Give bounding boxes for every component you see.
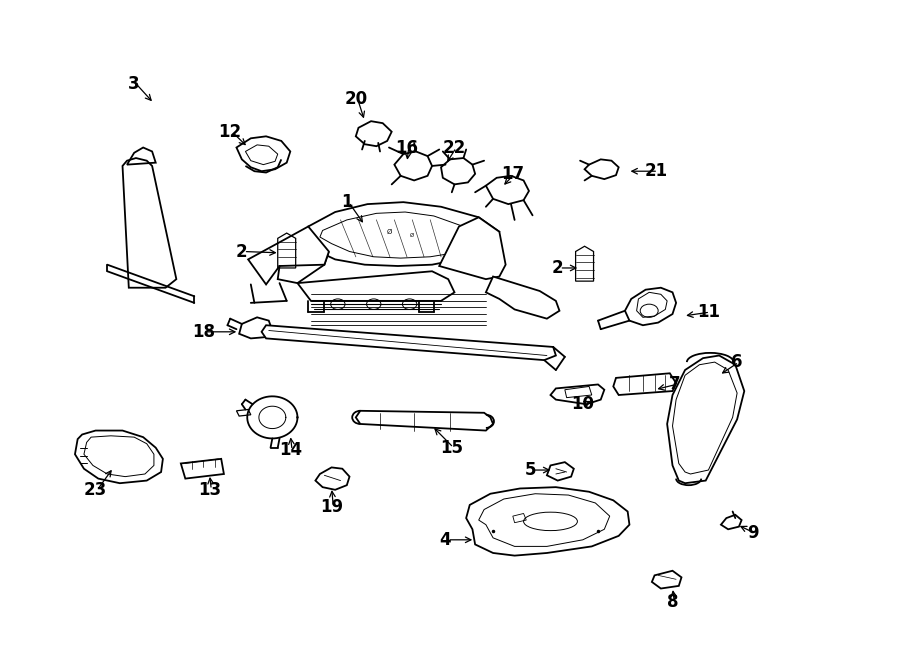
Polygon shape <box>681 375 726 402</box>
Polygon shape <box>304 202 500 266</box>
Polygon shape <box>703 377 717 387</box>
Polygon shape <box>466 487 629 556</box>
Text: 3: 3 <box>129 75 140 93</box>
Polygon shape <box>320 212 477 258</box>
Polygon shape <box>551 385 604 405</box>
Polygon shape <box>248 227 328 284</box>
Text: 13: 13 <box>198 481 221 499</box>
Text: 23: 23 <box>84 481 107 499</box>
Text: 8: 8 <box>667 593 679 611</box>
Polygon shape <box>262 325 556 360</box>
Polygon shape <box>479 494 609 547</box>
Text: 17: 17 <box>501 165 525 183</box>
Polygon shape <box>75 430 163 483</box>
Text: 16: 16 <box>395 139 419 157</box>
Polygon shape <box>356 410 493 430</box>
Polygon shape <box>547 462 574 481</box>
Polygon shape <box>685 382 699 391</box>
Text: 14: 14 <box>279 442 302 459</box>
Polygon shape <box>613 373 676 395</box>
Text: 1: 1 <box>341 193 353 211</box>
Text: Ø: Ø <box>410 233 414 237</box>
Text: Ø: Ø <box>386 229 391 235</box>
Text: 19: 19 <box>320 498 343 516</box>
Polygon shape <box>667 356 744 483</box>
Polygon shape <box>298 271 454 301</box>
Polygon shape <box>439 217 506 279</box>
Polygon shape <box>278 227 328 283</box>
Text: 2: 2 <box>552 259 563 277</box>
Polygon shape <box>625 288 676 325</box>
Text: 4: 4 <box>440 531 451 549</box>
Polygon shape <box>652 570 681 588</box>
Text: 9: 9 <box>747 524 759 542</box>
Text: 2: 2 <box>236 243 248 260</box>
Text: 11: 11 <box>697 303 720 321</box>
Text: 15: 15 <box>440 439 464 457</box>
Text: 10: 10 <box>572 395 594 413</box>
Text: 7: 7 <box>669 375 680 393</box>
Text: 12: 12 <box>219 123 242 141</box>
Polygon shape <box>721 515 742 529</box>
Text: 21: 21 <box>644 162 668 180</box>
Polygon shape <box>486 276 560 319</box>
Text: 20: 20 <box>344 90 367 108</box>
Text: 6: 6 <box>732 353 742 371</box>
Text: 22: 22 <box>443 139 466 157</box>
Polygon shape <box>181 459 224 479</box>
Text: 5: 5 <box>525 461 536 479</box>
Text: 18: 18 <box>192 323 215 341</box>
